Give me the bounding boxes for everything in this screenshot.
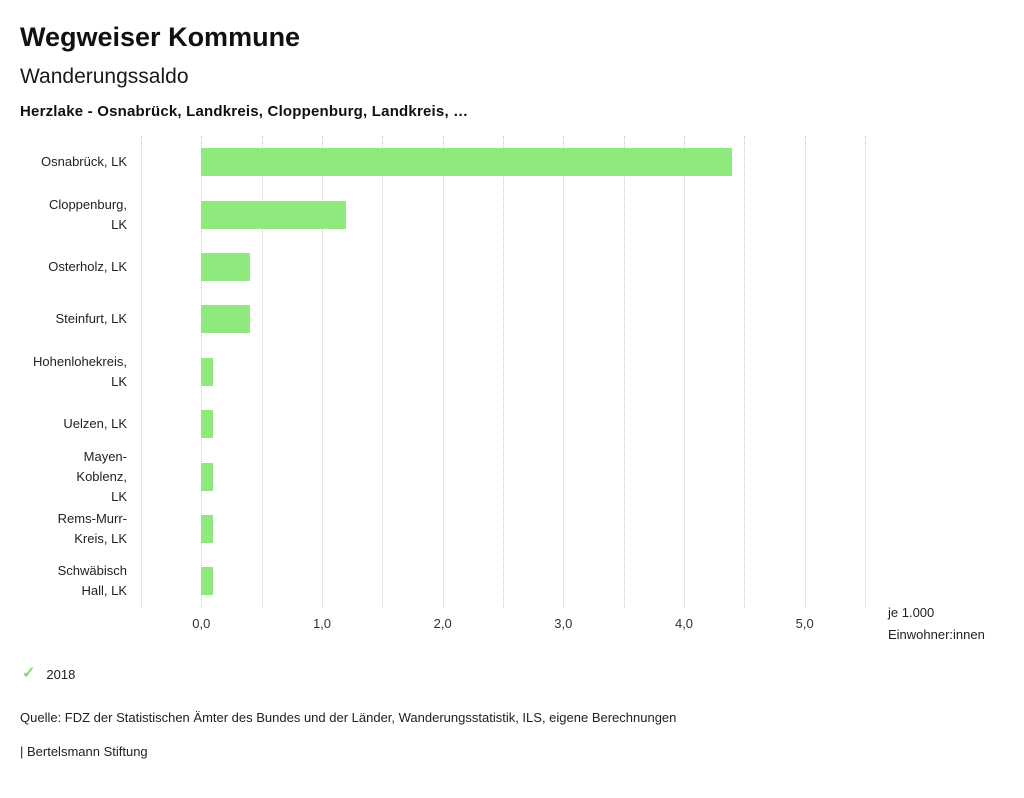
x-axis-unit-label: je 1.000 Einwohner:innen	[888, 602, 985, 646]
legend-label: 2018	[46, 666, 76, 682]
category-label: Osnabrück, LK	[41, 154, 127, 170]
bar[interactable]	[201, 252, 250, 281]
category-label: Cloppenburg, LK	[48, 196, 127, 232]
chart-filter-line: Herzlake - Osnabrück, Landkreis, Cloppen…	[20, 103, 469, 120]
checkmark-icon: ✓	[22, 665, 36, 682]
chart-row: Osterholz, LK	[20, 241, 865, 293]
chart-row: Schwäbisch Hall, LK	[20, 555, 865, 607]
x-tick-label: 2,0	[433, 616, 452, 631]
bar-chart: Osnabrück, LK Cloppenburg, LK Osterholz, L…	[20, 136, 1004, 648]
attribution: | Bertelsmann Stiftung	[20, 744, 148, 759]
category-label: Osterholz, LK	[48, 258, 127, 274]
source-note: Quelle: FDZ der Statistischen Ämter des …	[20, 710, 677, 725]
chart-row: Osnabrück, LK	[20, 136, 865, 188]
x-axis: 0,0 1,0 2,0 3,0 4,0 5,0	[141, 616, 865, 636]
category-label: Hohenlohekreis, LK	[33, 353, 127, 389]
x-tick-label: 0,0	[192, 616, 211, 631]
category-label: Mayen-Koblenz, LK	[76, 448, 127, 504]
category-label: Rems-Murr- Kreis, LK	[57, 510, 127, 546]
bar[interactable]	[201, 357, 214, 386]
bar[interactable]	[201, 514, 214, 543]
chart-title: Wanderungssaldo	[20, 65, 189, 88]
chart-row: Rems-Murr- Kreis, LK	[20, 503, 865, 555]
bar-track	[141, 241, 865, 293]
chart-row: Hohenlohekreis, LK	[20, 346, 865, 398]
x-tick-label: 3,0	[554, 616, 573, 631]
bar-track	[141, 136, 865, 188]
bar[interactable]	[201, 567, 214, 596]
bar-track	[141, 188, 865, 240]
x-tick-label: 4,0	[674, 616, 694, 631]
category-label: Uelzen, LK	[63, 416, 127, 432]
bar-track	[141, 398, 865, 450]
x-tick-label: 1,0	[312, 616, 332, 631]
bar[interactable]	[201, 200, 347, 229]
chart-row: Uelzen, LK	[20, 398, 865, 450]
legend-item-2018[interactable]: ✓ 2018	[22, 666, 1004, 682]
bar-track	[141, 293, 865, 345]
category-label: Schwäbisch Hall, LK	[57, 563, 127, 599]
category-label: Steinfurt, LK	[55, 311, 127, 327]
bar-track	[141, 555, 865, 607]
x-axis-unit-line1: je 1.000	[888, 605, 935, 620]
bar-track	[141, 346, 865, 398]
bar[interactable]	[201, 462, 214, 491]
gridline	[865, 136, 866, 608]
page: Wegweiser Kommune Wanderungssaldo Herzla…	[20, 22, 1004, 759]
chart-rows: Osnabrück, LK Cloppenburg, LK Osterholz, L…	[20, 136, 865, 608]
bar-track	[141, 450, 865, 502]
x-axis-unit-line2: Einwohner:innen	[888, 627, 985, 642]
app-title: Wegweiser Kommune	[20, 22, 301, 52]
bar-track	[141, 503, 865, 555]
chart-row: Mayen-Koblenz, LK	[20, 449, 865, 504]
bar[interactable]	[201, 410, 214, 439]
chart-row: Cloppenburg, LK	[20, 188, 865, 240]
x-tick-label: 5,0	[795, 616, 814, 631]
chart-row: Steinfurt, LK	[20, 293, 865, 345]
bar[interactable]	[201, 148, 733, 177]
bar[interactable]	[201, 305, 250, 334]
